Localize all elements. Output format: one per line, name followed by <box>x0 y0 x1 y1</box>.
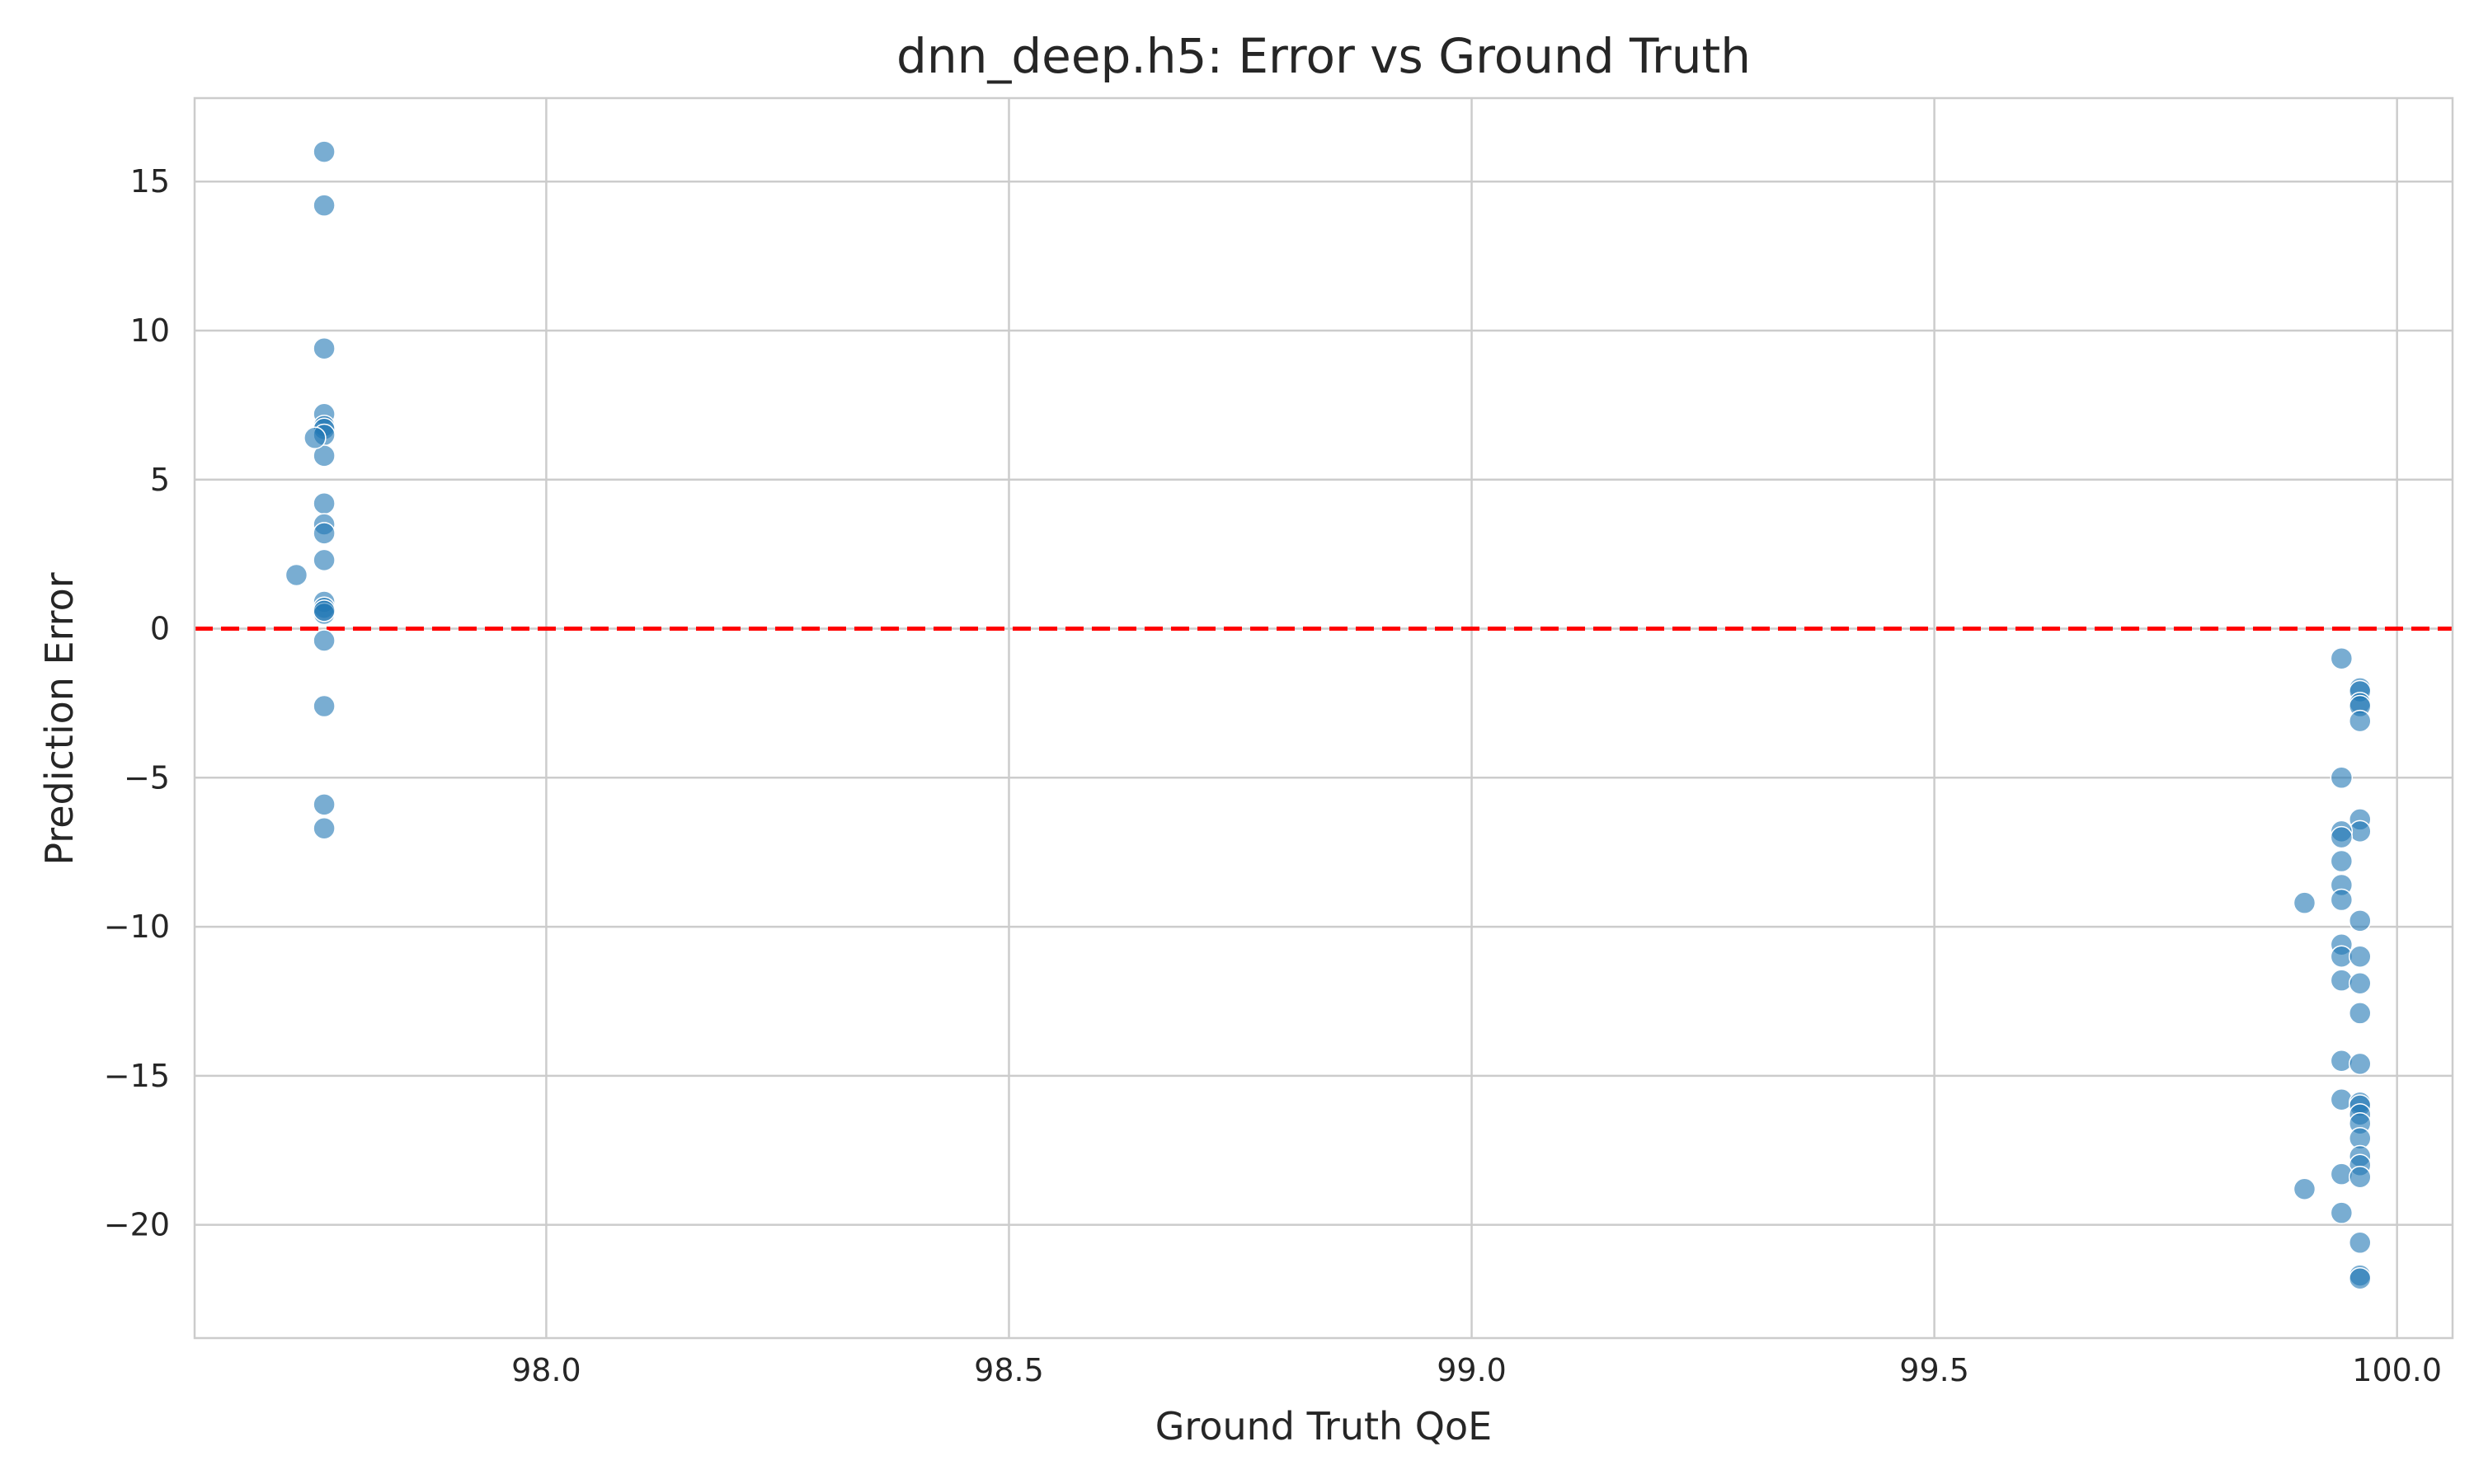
y-tick-label: 5 <box>150 462 170 498</box>
scatter-point <box>313 629 336 652</box>
scatter-point <box>313 336 336 360</box>
scatter-point <box>313 599 336 622</box>
y-tick-label: −10 <box>104 909 170 945</box>
scatter-point <box>2349 945 2372 968</box>
x-tick-label: 98.5 <box>974 1352 1044 1388</box>
y-tick-label: 10 <box>130 312 170 349</box>
x-tick-label: 100.0 <box>2352 1352 2442 1388</box>
scatter-point <box>2349 1052 2372 1076</box>
scatter-point <box>2330 646 2354 670</box>
scatter-point <box>313 793 336 816</box>
scatter-point <box>2330 1050 2354 1073</box>
grid <box>195 98 2453 1338</box>
scatter-point <box>2330 969 2354 992</box>
scatter-point <box>2293 1177 2316 1200</box>
scatter-point <box>2349 1002 2372 1025</box>
y-tick-label: −15 <box>104 1058 170 1094</box>
y-tick-label: −20 <box>104 1207 170 1243</box>
scatter-point <box>313 817 336 840</box>
scatter-point <box>2349 1266 2372 1290</box>
scatter-point <box>2330 888 2354 912</box>
scatter-point <box>313 444 336 467</box>
x-axis-label: Ground Truth QoE <box>1155 1404 1492 1449</box>
scatter-point <box>2330 766 2354 790</box>
scatter-point <box>2349 709 2372 733</box>
x-tick-label: 99.5 <box>1899 1352 1969 1388</box>
y-tick-label: 0 <box>150 611 170 647</box>
y-tick-label: 15 <box>130 163 170 200</box>
scatter-point <box>313 491 336 515</box>
x-tick-label: 98.0 <box>511 1352 581 1388</box>
y-axis-label: Prediction Error <box>37 572 82 865</box>
scatter-point <box>285 563 308 587</box>
scatter-point <box>2293 891 2316 914</box>
x-tick-label: 99.0 <box>1437 1352 1507 1388</box>
scatter-point <box>313 194 336 217</box>
scatter-point <box>2330 1201 2354 1224</box>
scatter-point <box>2349 909 2372 932</box>
scatter-point <box>2349 972 2372 995</box>
y-tick-label: −5 <box>124 759 170 796</box>
scatter-point <box>2349 1166 2372 1189</box>
scatter-point <box>313 694 336 718</box>
x-tick-labels: 98.0 98.5 99.0 99.5 100.0 <box>511 1352 2442 1388</box>
chart-title: dnn_deep.h5: Error vs Ground Truth <box>896 28 1751 84</box>
plot-area-frame <box>193 96 2454 1340</box>
scatter-point <box>2349 1231 2372 1255</box>
scatter-point <box>313 140 336 163</box>
scatter-point <box>313 548 336 572</box>
scatter-point <box>313 522 336 545</box>
scatter-point <box>2330 1162 2354 1186</box>
scatter-point <box>2330 825 2354 849</box>
scatter-point <box>2330 849 2354 873</box>
scatter-point <box>303 426 327 449</box>
y-tick-labels: 15 10 5 0 −5 −10 −15 −20 <box>104 163 170 1242</box>
data-points <box>285 140 2372 1290</box>
